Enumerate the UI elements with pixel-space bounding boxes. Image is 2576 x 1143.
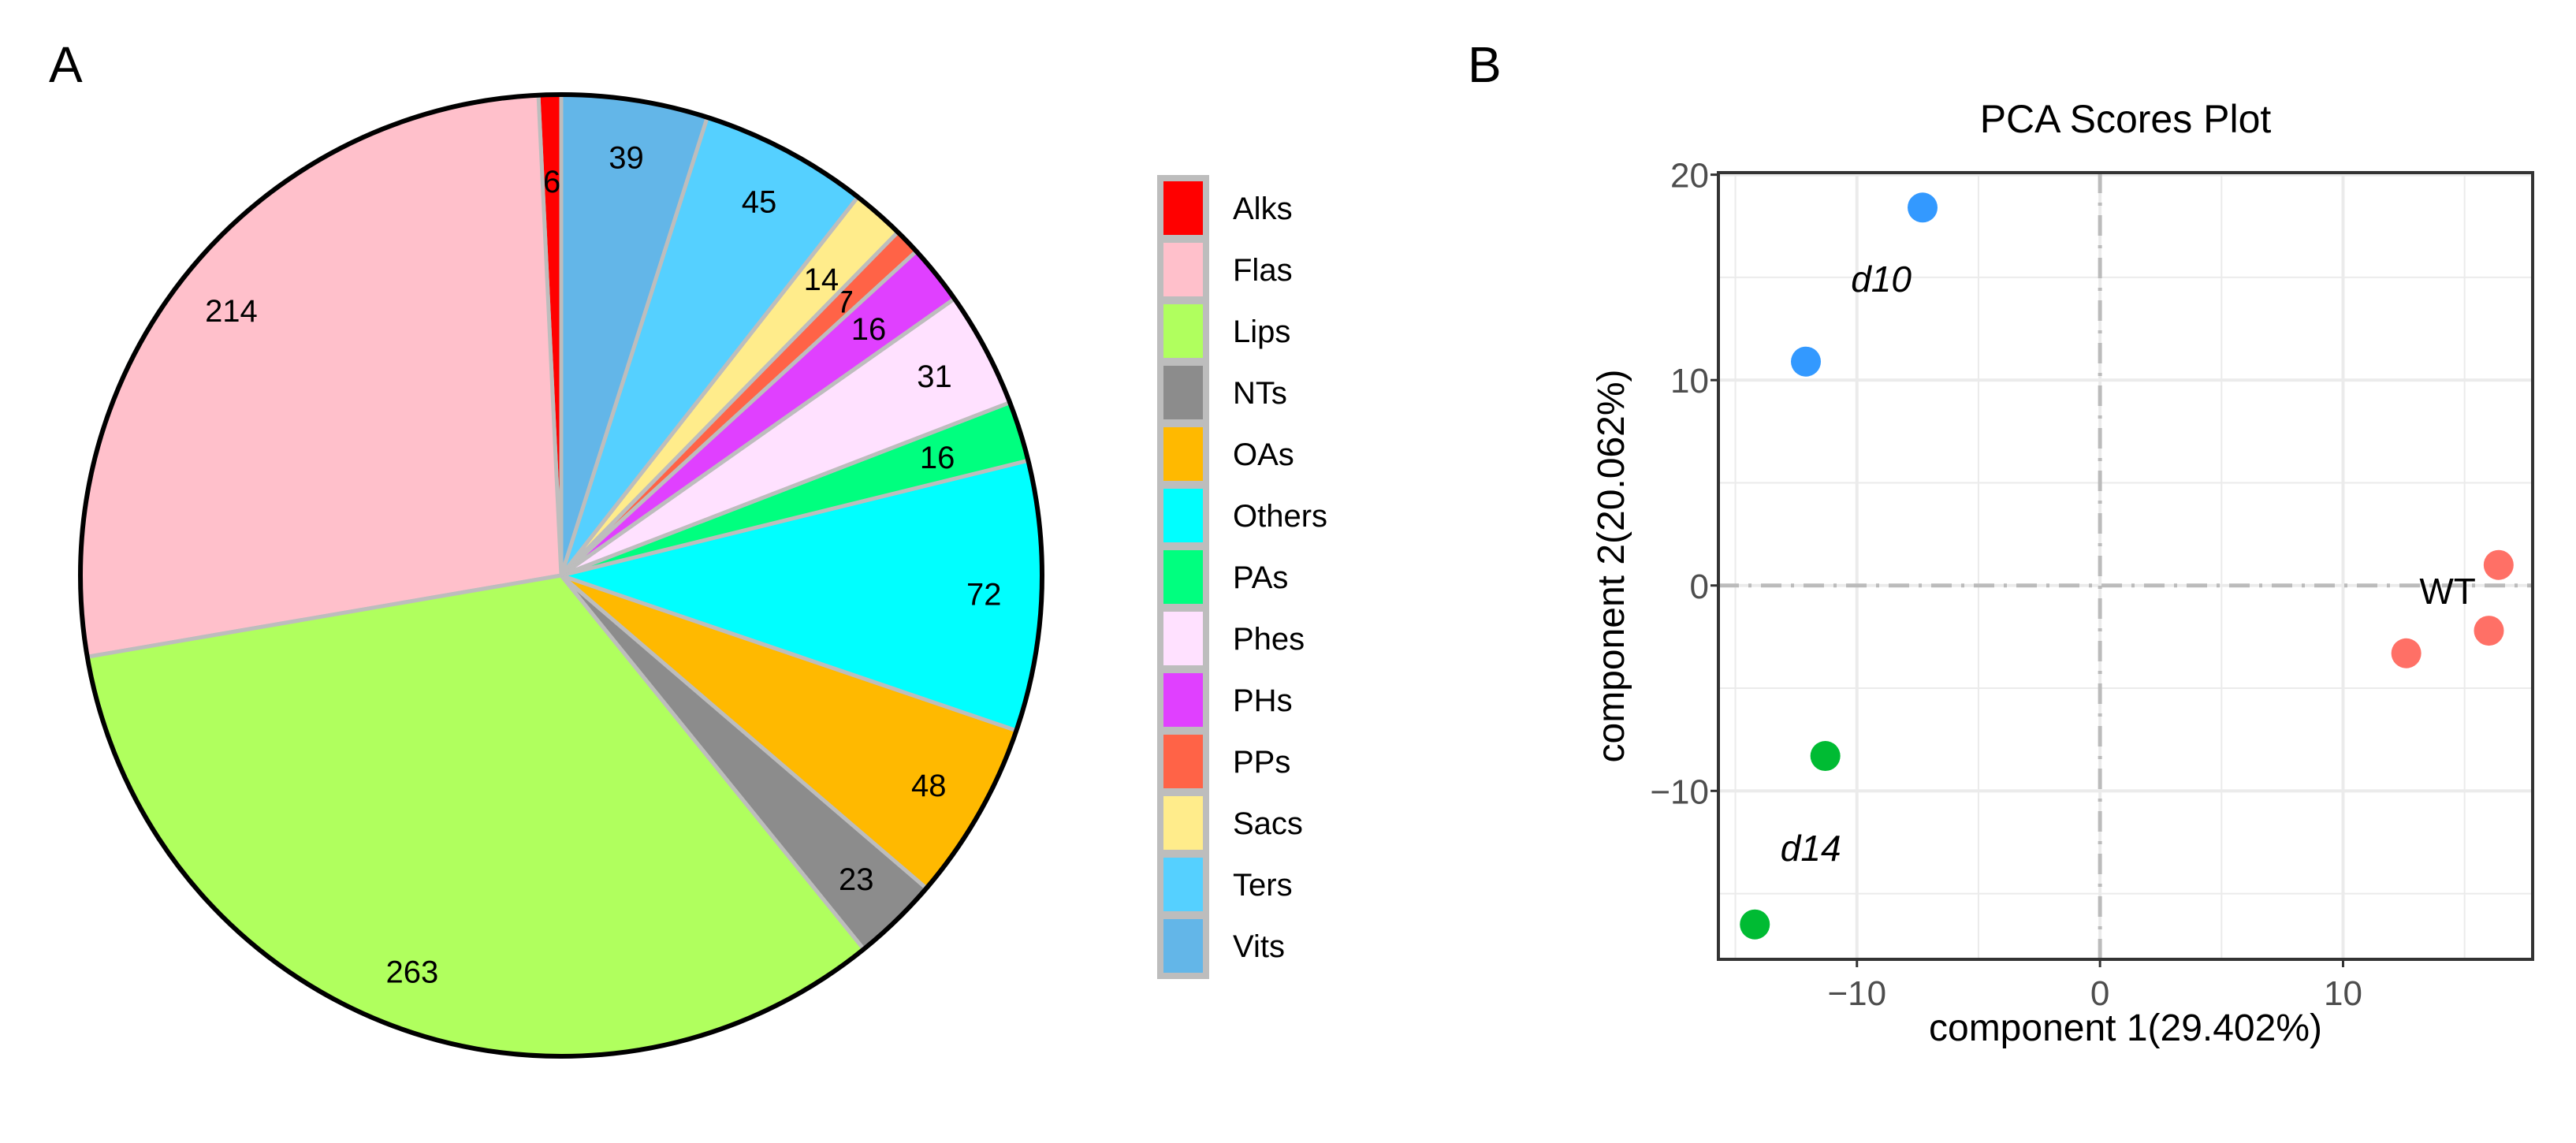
legend-label: PHs <box>1233 683 1293 718</box>
legend-label: PPs <box>1233 745 1290 780</box>
pie-data-label: 23 <box>839 862 874 897</box>
legend-swatch-alks <box>1163 181 1203 235</box>
legend-swatch-ters <box>1163 858 1203 911</box>
plot-title: PCA Scores Plot <box>1980 97 2272 141</box>
pie-data-label: 16 <box>920 441 955 475</box>
legend-label: Phes <box>1233 622 1305 657</box>
data-point-d10 <box>1791 346 1822 377</box>
legend-swatch-phes <box>1163 612 1203 665</box>
legend-label: Vits <box>1233 929 1285 964</box>
legend-swatch-flas <box>1163 243 1203 296</box>
y-tick-label: 0 <box>1690 568 1709 606</box>
legend-swatch-lips <box>1163 304 1203 358</box>
pca-scores-plot: −10 0 10 −10 0 10 20 PCA Scores Plot component 1… <box>1591 97 2534 1049</box>
legend-swatch-phs <box>1163 673 1203 727</box>
data-point-wt <box>2483 549 2514 580</box>
data-point-d14 <box>1740 909 1770 940</box>
legend-swatch-pps <box>1163 735 1203 788</box>
group-label-wt: WT <box>2419 571 2476 612</box>
legend-label: OAs <box>1233 437 1294 472</box>
panel-label-b: B <box>1468 36 1502 93</box>
data-point-wt <box>2474 616 2504 646</box>
legend-swatch-vits <box>1163 919 1203 973</box>
group-label-d14: d14 <box>1781 828 1841 869</box>
legend-label: Ters <box>1233 868 1293 903</box>
legend-label: Lips <box>1233 315 1290 349</box>
pie-data-label: 263 <box>385 955 438 989</box>
data-point-d14 <box>1810 741 1841 772</box>
legend-swatch-others <box>1163 489 1203 542</box>
plot-frame <box>1717 171 2534 961</box>
legend-swatch-sacs <box>1163 796 1203 850</box>
y-tick-label: 20 <box>1670 157 1709 195</box>
y-tick-label: 10 <box>1670 362 1709 400</box>
legend-label: Sacs <box>1233 806 1303 841</box>
panel-label-a: A <box>49 36 83 93</box>
legend-label: NTs <box>1233 376 1287 411</box>
pie-data-label: 16 <box>851 312 887 347</box>
pie-data-label: 6 <box>543 165 560 199</box>
pie-outline <box>78 92 1044 1059</box>
pie-data-label: 214 <box>205 294 258 329</box>
x-axis-label: component 1(29.402%) <box>1929 1007 2322 1049</box>
legend-label: PAs <box>1233 560 1288 595</box>
x-tick-label: 10 <box>2324 974 2362 1013</box>
y-axis-label: component 2(20.062%) <box>1591 370 1632 763</box>
x-tick-label: 0 <box>2090 974 2109 1013</box>
data-point-d10 <box>1908 192 1938 223</box>
pie-data-label: 39 <box>609 141 644 176</box>
legend-swatch-pas <box>1163 550 1203 604</box>
pie-data-label: 14 <box>804 262 839 297</box>
x-tick-label: −10 <box>1827 974 1886 1013</box>
data-point-wt <box>2391 638 2422 668</box>
y-tick-label: −10 <box>1650 773 1709 811</box>
pie-data-label: 31 <box>917 359 952 394</box>
legend-swatch-nts <box>1163 366 1203 419</box>
legend-label: Alks <box>1233 192 1293 226</box>
pie-data-label: 48 <box>911 769 947 803</box>
pie-legend: Alks Flas Lips NTs OAs Others PAs Phes PHs PPs Sac… <box>1157 175 1327 979</box>
pie-slice-flas <box>78 93 564 660</box>
legend-swatch-oas <box>1163 427 1203 481</box>
pie-data-label: 45 <box>742 185 777 220</box>
legend-label: Others <box>1233 499 1327 534</box>
group-label-d10: d10 <box>1851 259 1912 300</box>
legend-label: Flas <box>1233 253 1293 288</box>
pie-data-label: 72 <box>966 577 1002 612</box>
pie-data-label: 7 <box>836 285 854 320</box>
